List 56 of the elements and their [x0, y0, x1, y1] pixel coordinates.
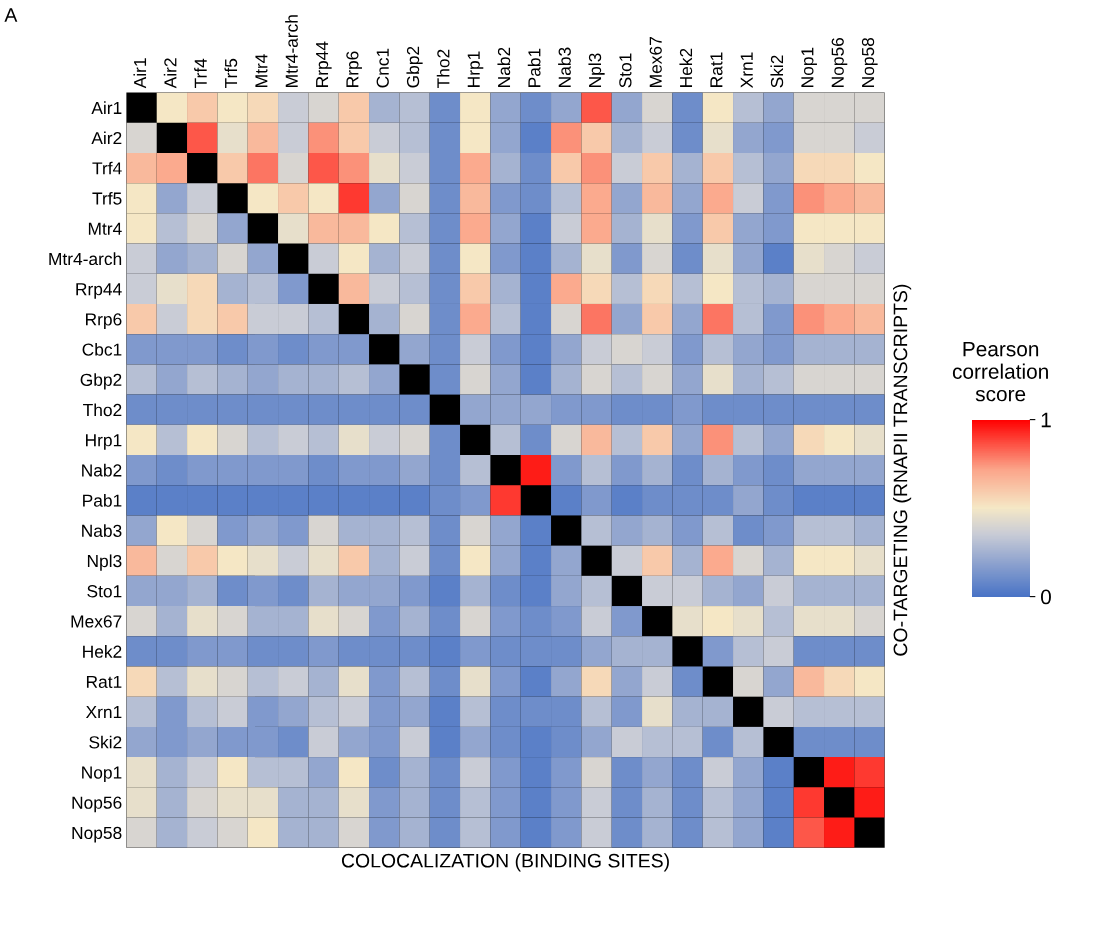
color-bar-label: 1 — [1041, 412, 1051, 428]
y-tick-label: Hrp1 — [86, 434, 122, 450]
y-tick-label: Hek2 — [83, 645, 122, 658]
y-tick-label: Tho2 — [83, 403, 122, 417]
x-tick-label: Mtr4-arch — [285, 15, 298, 87]
y-tick-label: Nop56 — [72, 796, 122, 813]
color-bar-label: 0 — [1040, 589, 1051, 605]
x-tick-label: Mex67 — [649, 37, 662, 87]
y-tick-label: Gbp2 — [80, 373, 122, 390]
y-tick-label: Npl3 — [87, 554, 122, 571]
y-tick-label: Pab1 — [83, 494, 122, 507]
y-tick-label: Cbc1 — [82, 342, 122, 356]
y-tick-label: Ski2 — [89, 735, 122, 749]
y-tick-label: Trf4 — [92, 161, 122, 175]
x-tick-label: Rrp6 — [346, 51, 362, 87]
x-tick-label: Nab2 — [497, 47, 511, 87]
x-tick-label: Air1 — [133, 58, 147, 89]
x-tick-label: Air2 — [163, 58, 177, 89]
y-tick-label: Nop58 — [72, 826, 122, 843]
x-tick-label: Rat1 — [710, 52, 723, 87]
y-axis-title: CO-TARGETING (RNAPII TRANSCRIPTS) — [893, 284, 912, 656]
y-tick-label: Air1 — [91, 101, 122, 114]
x-tick-label: Pab1 — [527, 48, 541, 87]
y-tick-label: Xrn1 — [85, 706, 122, 719]
y-tick-label: Rat1 — [86, 675, 122, 689]
y-tick-label: Sto1 — [87, 585, 122, 598]
x-tick-label: Npl3 — [588, 53, 605, 87]
x-tick-label: Ski2 — [770, 55, 784, 88]
x-tick-label: Nop1 — [801, 47, 817, 87]
x-tick-label: Trf4 — [194, 58, 207, 88]
x-tick-label: Hek2 — [679, 48, 693, 87]
x-tick-label: Nop56 — [831, 37, 848, 87]
x-tick-label: Tho2 — [436, 49, 450, 88]
y-tick-label: Mtr4 — [88, 222, 122, 235]
y-tick-label: Nab2 — [82, 463, 122, 477]
y-tick-label: Nop1 — [82, 766, 122, 783]
y-tick-label: Mex67 — [71, 615, 122, 628]
x-axis-title: COLOCALIZATION (BINDING SITES) — [341, 853, 669, 872]
x-tick-label: Mtr4 — [255, 54, 268, 87]
x-tick-label: Cnc1 — [376, 48, 389, 88]
x-tick-label: Xrn1 — [740, 52, 753, 88]
chart-title: A — [4, 8, 18, 22]
y-tick-label: Air2 — [91, 131, 122, 145]
y-tick-label: Nab3 — [82, 524, 122, 537]
y-tick-label: Rrp6 — [86, 313, 122, 329]
x-tick-label: Nop58 — [861, 37, 878, 87]
color-bar-title: Pearson correlation score — [952, 341, 1048, 402]
y-tick-label: Mtr4-arch — [49, 252, 122, 266]
x-tick-label: Trf5 — [224, 58, 238, 88]
x-tick-label: Nab3 — [558, 47, 571, 87]
x-tick-label: Rrp44 — [316, 41, 332, 87]
x-tick-label: Gbp2 — [406, 46, 423, 88]
y-tick-label: Trf5 — [92, 191, 122, 205]
y-tick-label: Rrp44 — [76, 283, 122, 299]
x-tick-label: Sto1 — [619, 53, 632, 88]
x-tick-label: Hrp1 — [467, 51, 484, 87]
